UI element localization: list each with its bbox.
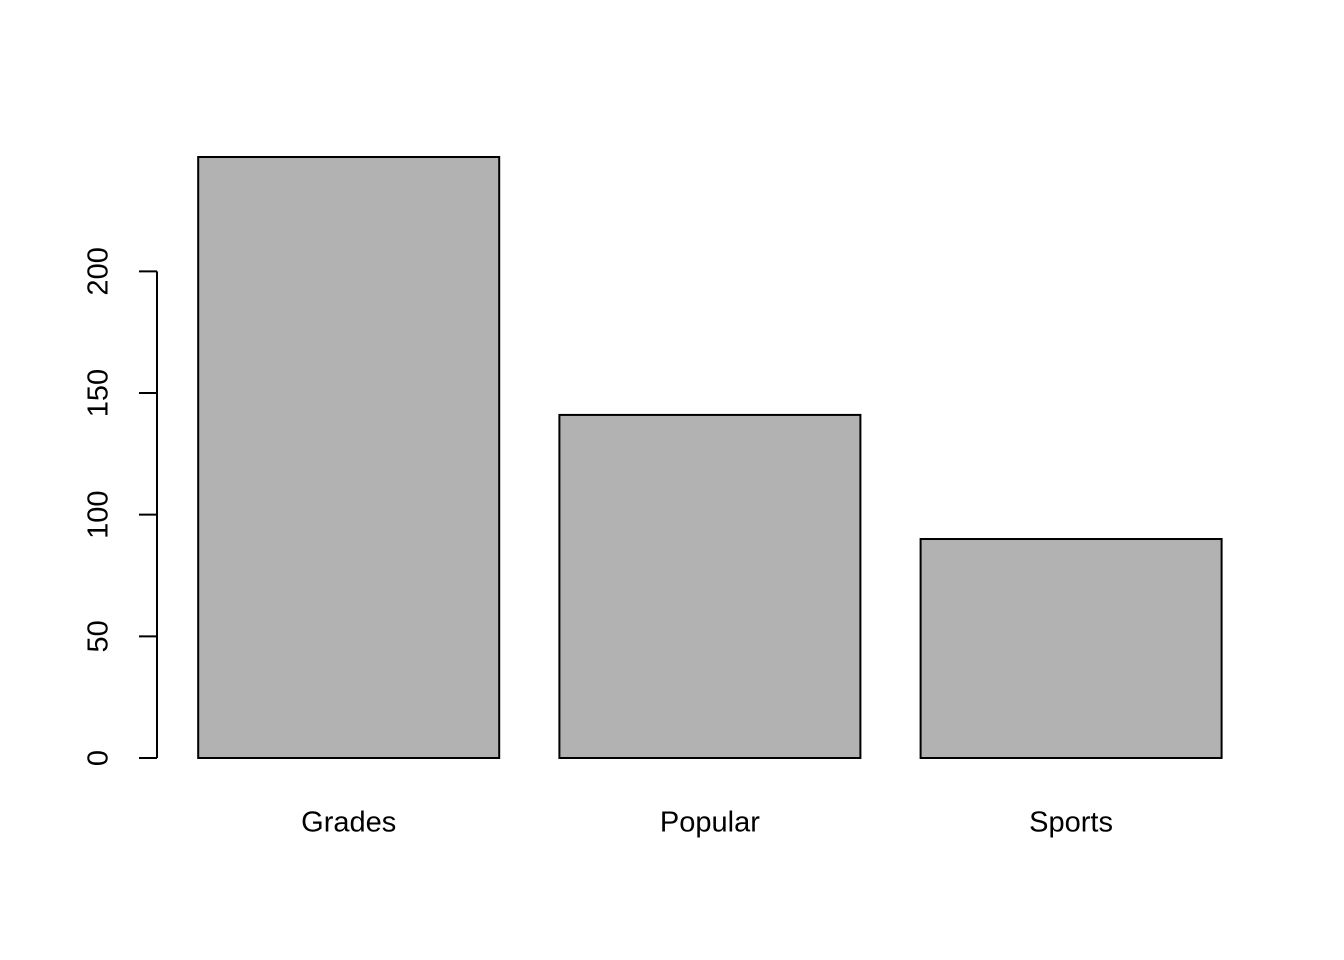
bar	[558, 413, 862, 759]
y-tick-label: 150	[83, 369, 115, 417]
x-tick-label: Grades	[301, 807, 396, 839]
y-tick-label: 50	[83, 620, 115, 652]
bar	[919, 538, 1223, 759]
bar	[197, 156, 501, 759]
y-tick-label: 100	[83, 490, 115, 538]
y-tick-label: 0	[83, 750, 115, 766]
y-tick-label: 200	[83, 247, 115, 295]
x-tick-label: Sports	[1029, 807, 1113, 839]
x-tick-label: Popular	[660, 807, 760, 839]
